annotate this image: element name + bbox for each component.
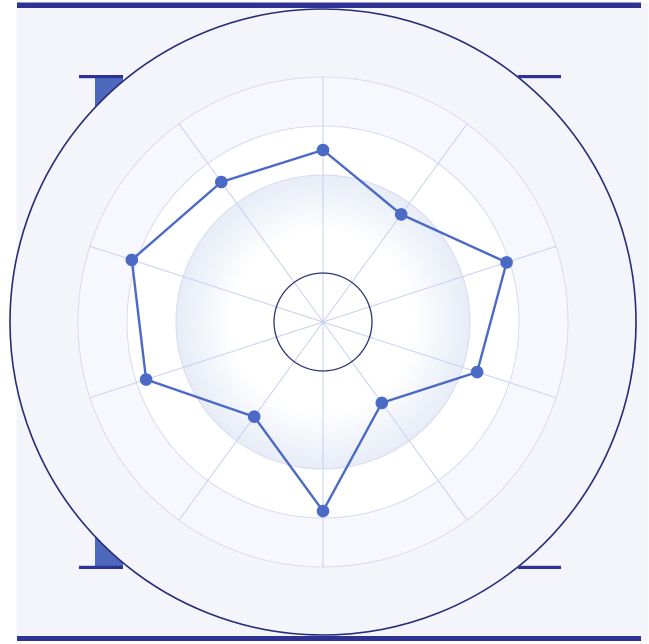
data-point[interactable] [375, 396, 389, 410]
data-point[interactable] [125, 253, 139, 267]
frame-tick [518, 75, 561, 79]
center-circle [273, 272, 373, 372]
data-point[interactable] [394, 208, 408, 221]
radar-spoke [178, 123, 324, 323]
radar-spoke [322, 321, 468, 521]
frame-layer [17, 2, 641, 641]
top-frame-bar [17, 2, 641, 8]
data-point[interactable] [247, 410, 261, 424]
bottom-frame-bar [17, 636, 641, 641]
frame-tick [79, 75, 123, 79]
data-point[interactable] [215, 175, 228, 189]
frame-tick [79, 565, 123, 569]
radar-spoke [322, 245, 557, 323]
radar-spoke [89, 321, 324, 399]
data-point[interactable] [500, 256, 513, 269]
data-point[interactable] [316, 143, 330, 157]
data-point[interactable] [316, 504, 330, 518]
chart-layer [9, 8, 637, 636]
radar-spoke [322, 321, 557, 399]
frame-tick [518, 565, 561, 569]
radar-spoke [322, 123, 468, 323]
data-point[interactable] [139, 373, 153, 386]
data-point[interactable] [470, 365, 484, 379]
